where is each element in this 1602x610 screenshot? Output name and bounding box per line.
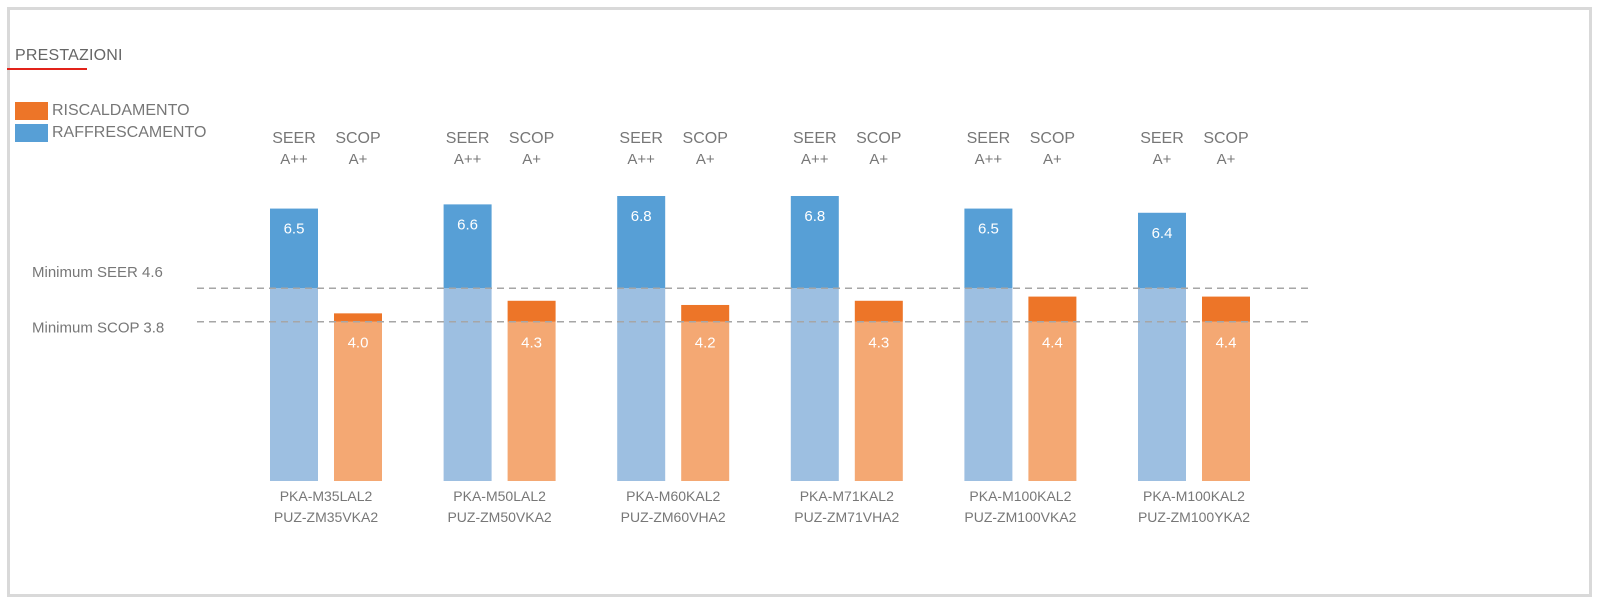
seer-header-label: SEER: [793, 130, 837, 147]
scop-header-label: SCOP: [509, 130, 554, 147]
seer-bar-excess: [964, 208, 1013, 289]
legend-item-heating: RISCALDAMENTO: [15, 101, 190, 121]
scop-threshold-label: Minimum SCOP 3.8: [32, 320, 164, 337]
seer-bar-base: [964, 288, 1013, 481]
scop-header-label: SCOP: [1203, 130, 1248, 147]
scop-value-label: 4.3: [521, 335, 542, 352]
scop-bar-excess: [1202, 296, 1250, 322]
seer-class-label: A++: [627, 151, 655, 168]
seer-value-label: 6.5: [978, 221, 999, 238]
seer-class-label: A++: [801, 151, 829, 168]
category-label-outdoor: PUZ-ZM100YKA2: [1138, 509, 1250, 525]
scop-class-label: A+: [349, 151, 368, 168]
scop-value-label: 4.4: [1216, 335, 1237, 352]
category-label-indoor: PKA-M50LAL2: [453, 488, 546, 504]
category-label-indoor: PKA-M60KAL2: [626, 488, 720, 504]
seer-value-label: 6.6: [457, 216, 478, 233]
seer-bar-base: [443, 288, 492, 481]
seer-value-label: 6.4: [1152, 225, 1173, 242]
seer-bar-base: [617, 288, 666, 481]
category-label-outdoor: PUZ-ZM71VHA2: [794, 509, 899, 525]
seer-bar-base: [790, 288, 839, 481]
scop-bar-base: [1202, 321, 1250, 481]
scop-value-label: 4.2: [695, 335, 716, 352]
scop-bar-base: [854, 321, 903, 481]
seer-bar-excess: [790, 196, 839, 289]
scop-class-label: A+: [1043, 151, 1062, 168]
seer-bar-excess: [270, 208, 318, 289]
scop-class-label: A+: [869, 151, 888, 168]
scop-bar-excess: [854, 300, 903, 322]
scop-header-label: SCOP: [335, 130, 380, 147]
seer-header-label: SEER: [619, 130, 663, 147]
seer-class-label: A++: [975, 151, 1003, 168]
scop-header-label: SCOP: [683, 130, 728, 147]
legend-item-cooling: RAFFRESCAMENTO: [15, 123, 206, 143]
scop-bar-excess: [681, 304, 730, 322]
category-label-indoor: PKA-M100KAL2: [969, 488, 1071, 504]
seer-header-label: SEER: [967, 130, 1011, 147]
scop-class-label: A+: [1217, 151, 1236, 168]
page-title: PRESTAZIONI: [15, 47, 123, 64]
category-label-outdoor: PUZ-ZM100VKA2: [964, 509, 1076, 525]
legend-swatch-heating: [15, 102, 48, 120]
scop-value-label: 4.0: [348, 335, 369, 352]
scop-header-label: SCOP: [856, 130, 901, 147]
scop-header-label: SCOP: [1030, 130, 1075, 147]
seer-value-label: 6.5: [284, 221, 305, 238]
scop-class-label: A+: [522, 151, 541, 168]
seer-bar-excess: [1138, 212, 1186, 289]
scop-value-label: 4.4: [1042, 335, 1063, 352]
seer-class-label: A++: [280, 151, 308, 168]
category-label-outdoor: PUZ-ZM50VKA2: [447, 509, 551, 525]
seer-class-label: A+: [1153, 151, 1172, 168]
category-label-outdoor: PUZ-ZM35VKA2: [274, 509, 378, 525]
legend-label-heating: RISCALDAMENTO: [52, 102, 190, 119]
scop-bar-excess: [334, 313, 382, 322]
seer-value-label: 6.8: [631, 208, 652, 225]
category-label-indoor: PKA-M100KAL2: [1143, 488, 1245, 504]
scop-class-label: A+: [696, 151, 715, 168]
seer-bar-excess: [443, 204, 492, 289]
seer-header-label: SEER: [272, 130, 316, 147]
scop-bar-base: [681, 321, 730, 481]
scop-bar-base: [334, 321, 382, 481]
seer-bar-excess: [617, 196, 666, 289]
category-label-indoor: PKA-M71KAL2: [800, 488, 894, 504]
seer-threshold-label: Minimum SEER 4.6: [32, 264, 163, 281]
category-label-outdoor: PUZ-ZM60VHA2: [621, 509, 726, 525]
title-underline: [7, 68, 87, 70]
legend-swatch-cooling: [15, 124, 48, 142]
scop-bar-base: [507, 321, 556, 481]
seer-class-label: A++: [454, 151, 482, 168]
seer-header-label: SEER: [446, 130, 490, 147]
scop-value-label: 4.3: [868, 335, 889, 352]
scop-bar-base: [1028, 321, 1077, 481]
seer-header-label: SEER: [1140, 130, 1184, 147]
seer-bar-base: [270, 288, 318, 481]
seer-value-label: 6.8: [804, 208, 825, 225]
category-label-indoor: PKA-M35LAL2: [280, 488, 373, 504]
scop-bar-excess: [507, 300, 556, 322]
legend-label-cooling: RAFFRESCAMENTO: [52, 124, 207, 141]
seer-bar-base: [1138, 288, 1186, 481]
scop-bar-excess: [1028, 296, 1077, 322]
